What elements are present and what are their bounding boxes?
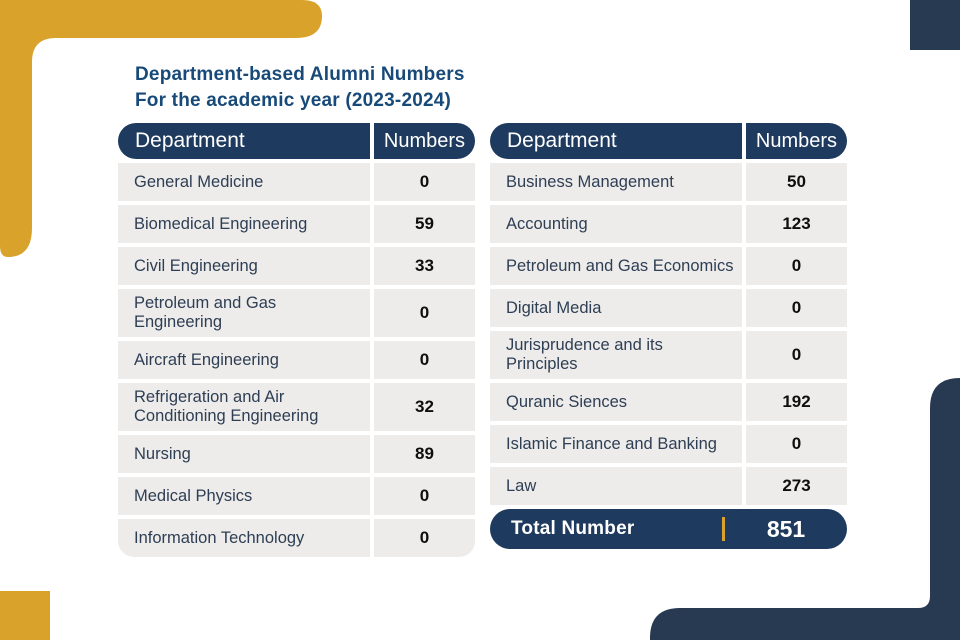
corner-decoration-bottom-left — [0, 591, 50, 640]
department-cell: Medical Physics — [118, 477, 370, 515]
table-row: Digital Media 0 — [490, 289, 847, 327]
table-row: Biomedical Engineering 59 — [118, 205, 475, 243]
department-cell: Law — [490, 467, 742, 505]
numbers-cell: 59 — [374, 205, 475, 243]
numbers-cell: 0 — [746, 289, 847, 327]
numbers-cell: 0 — [746, 247, 847, 285]
table-row: Aircraft Engineering 0 — [118, 341, 475, 379]
table-row: Medical Physics 0 — [118, 477, 475, 515]
table-row: Islamic Finance and Banking 0 — [490, 425, 847, 463]
table-row: Petroleum and Gas Engineering 0 — [118, 289, 475, 337]
page-title-line2: For the academic year (2023-2024) — [135, 90, 452, 111]
numbers-cell: 0 — [374, 163, 475, 201]
table-row: Jurisprudence and its Principles 0 — [490, 331, 847, 379]
page-title-line1: Department-based Alumni Numbers — [135, 64, 465, 85]
table-row: Civil Engineering 33 — [118, 247, 475, 285]
table-row: Quranic Siences 192 — [490, 383, 847, 421]
department-cell: Refrigeration and Air Conditioning Engin… — [118, 383, 370, 431]
department-cell: General Medicine — [118, 163, 370, 201]
total-value: 851 — [766, 515, 806, 542]
numbers-cell: 0 — [374, 341, 475, 379]
department-cell: Islamic Finance and Banking — [490, 425, 742, 463]
department-cell: Digital Media — [490, 289, 742, 327]
department-header: Department — [490, 123, 742, 159]
numbers-cell: 0 — [374, 289, 475, 337]
numbers-cell: 0 — [746, 331, 847, 379]
table-row: Business Management 50 — [490, 163, 847, 201]
department-cell: Information Technology — [118, 519, 370, 557]
department-cell: Nursing — [118, 435, 370, 473]
alumni-table-left: Department Numbers General Medicine 0 Bi… — [118, 123, 475, 561]
department-cell: Petroleum and Gas Economics — [490, 247, 742, 285]
total-row: Total Number 851 — [490, 509, 847, 549]
department-cell: Petroleum and Gas Engineering — [118, 289, 370, 337]
numbers-cell: 89 — [374, 435, 475, 473]
numbers-cell: 273 — [746, 467, 847, 505]
department-cell: Quranic Siences — [490, 383, 742, 421]
numbers-header: Numbers — [746, 123, 847, 159]
table-row: Refrigeration and Air Conditioning Engin… — [118, 383, 475, 431]
alumni-table-right: Department Numbers Business Management 5… — [490, 123, 847, 549]
numbers-cell: 50 — [746, 163, 847, 201]
numbers-cell: 192 — [746, 383, 847, 421]
department-cell: Biomedical Engineering — [118, 205, 370, 243]
total-label: Total Number — [511, 518, 635, 539]
table-row: Nursing 89 — [118, 435, 475, 473]
table-header-row: Department Numbers — [118, 123, 475, 159]
numbers-cell: 123 — [746, 205, 847, 243]
numbers-cell: 0 — [746, 425, 847, 463]
table-row: Law 273 — [490, 467, 847, 505]
table-row: General Medicine 0 — [118, 163, 475, 201]
total-divider — [722, 517, 725, 541]
corner-decoration-bottom-right-icon — [650, 378, 960, 640]
numbers-cell: 33 — [374, 247, 475, 285]
numbers-cell: 0 — [374, 477, 475, 515]
department-cell: Civil Engineering — [118, 247, 370, 285]
corner-decoration-top-left-icon — [0, 0, 322, 257]
department-header: Department — [118, 123, 370, 159]
department-cell: Jurisprudence and its Principles — [490, 331, 742, 379]
department-cell: Accounting — [490, 205, 742, 243]
numbers-cell: 0 — [374, 519, 475, 557]
table-row: Petroleum and Gas Economics 0 — [490, 247, 847, 285]
table-row: Information Technology 0 — [118, 519, 475, 557]
department-cell: Aircraft Engineering — [118, 341, 370, 379]
page-title: Department-based Alumni Numbers For the … — [135, 62, 465, 114]
table-header-row: Department Numbers — [490, 123, 847, 159]
numbers-header: Numbers — [374, 123, 475, 159]
numbers-cell: 32 — [374, 383, 475, 431]
table-row: Accounting 123 — [490, 205, 847, 243]
corner-decoration-top-right — [910, 0, 960, 50]
department-cell: Business Management — [490, 163, 742, 201]
